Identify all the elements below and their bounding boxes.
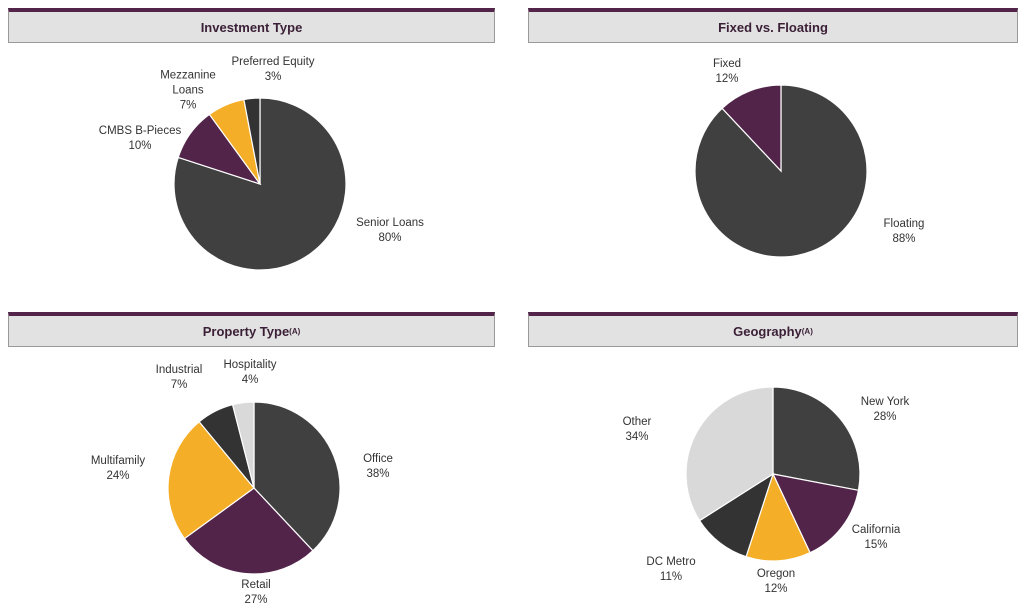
value-label: 80%: [378, 232, 402, 244]
pie-slice: [772, 386, 861, 492]
value-label: 38%: [366, 468, 390, 480]
category-label: California: [851, 524, 901, 536]
pie-slice: [243, 97, 261, 185]
pie-slice: [771, 473, 860, 554]
slice-label: Oregon 12%: [741, 567, 811, 597]
panel-header: Property Type (A): [8, 312, 495, 347]
slice-label: CMBS B-Pieces 10%: [95, 124, 185, 154]
slice-label: Hospitality 4%: [210, 358, 290, 388]
value-label: 15%: [864, 539, 888, 551]
pie-slice: [167, 420, 255, 540]
value-label: 12%: [715, 73, 739, 85]
category-label: DC Metro: [646, 556, 696, 568]
value-label: 34%: [625, 431, 649, 443]
category-label: Other: [622, 416, 652, 428]
chart-title: Property Type: [202, 323, 290, 339]
chart-title: Investment Type: [200, 19, 303, 35]
slice-label: DC Metro 11%: [636, 555, 706, 585]
slice-label: New York 28%: [845, 395, 925, 425]
category-label: Office: [363, 453, 393, 465]
slice-label: Senior Loans 80%: [345, 216, 435, 246]
value-label: 27%: [244, 594, 268, 606]
slice-label: Fixed 12%: [697, 57, 757, 87]
value-label: 24%: [106, 470, 130, 482]
title-note: (A): [801, 326, 813, 336]
panel-header: Geography (A): [528, 312, 1018, 347]
slice-label: California 15%: [836, 523, 916, 553]
slice-label: Office 38%: [343, 452, 413, 482]
category-label: Fixed: [712, 58, 742, 70]
value-label: 4%: [241, 374, 259, 386]
value-label: 7%: [179, 99, 197, 112]
panel-header: Fixed vs. Floating: [528, 8, 1018, 43]
category-label: CMBS B-Pieces: [98, 125, 182, 137]
category-label: Mezzanine Loans: [160, 69, 216, 97]
pie-slice: [745, 472, 811, 562]
chart-title: Geography: [733, 323, 802, 339]
category-label: Senior Loans: [356, 217, 424, 229]
value-label: 10%: [128, 140, 152, 152]
category-label: Retail: [241, 579, 271, 591]
category-label: Preferred Equity: [231, 56, 315, 68]
value-label: 11%: [659, 571, 683, 583]
value-label: 3%: [264, 71, 282, 83]
category-label: New York: [860, 396, 910, 408]
slice-label: Floating 88%: [864, 217, 944, 247]
slice-label: Industrial 7%: [144, 363, 214, 393]
category-label: Industrial: [155, 364, 203, 376]
slice-label: Preferred Equity 3%: [218, 55, 328, 85]
panel-header: Investment Type: [8, 8, 495, 43]
category-label: Oregon: [756, 568, 796, 580]
slice-label: Multifamily 24%: [73, 454, 163, 484]
pie-slice: [183, 487, 314, 575]
pie-slice: [231, 401, 255, 489]
value-label: 88%: [892, 233, 916, 245]
value-label: 28%: [873, 411, 897, 423]
slice-label: Mezzanine Loans 7%: [157, 69, 219, 114]
slice-label: Retail 27%: [221, 578, 291, 608]
chart-title: Fixed vs. Floating: [718, 19, 828, 35]
category-label: Hospitality: [223, 359, 277, 371]
slice-label: Other 34%: [607, 415, 667, 445]
category-label: Floating: [883, 218, 925, 230]
pie-slice: [253, 401, 341, 552]
pie-slice: [685, 386, 774, 522]
title-note: (A): [289, 326, 301, 336]
category-label: Multifamily: [90, 455, 146, 467]
value-label: 12%: [764, 583, 788, 595]
value-label: 7%: [170, 379, 188, 391]
pie-slice: [721, 84, 782, 173]
